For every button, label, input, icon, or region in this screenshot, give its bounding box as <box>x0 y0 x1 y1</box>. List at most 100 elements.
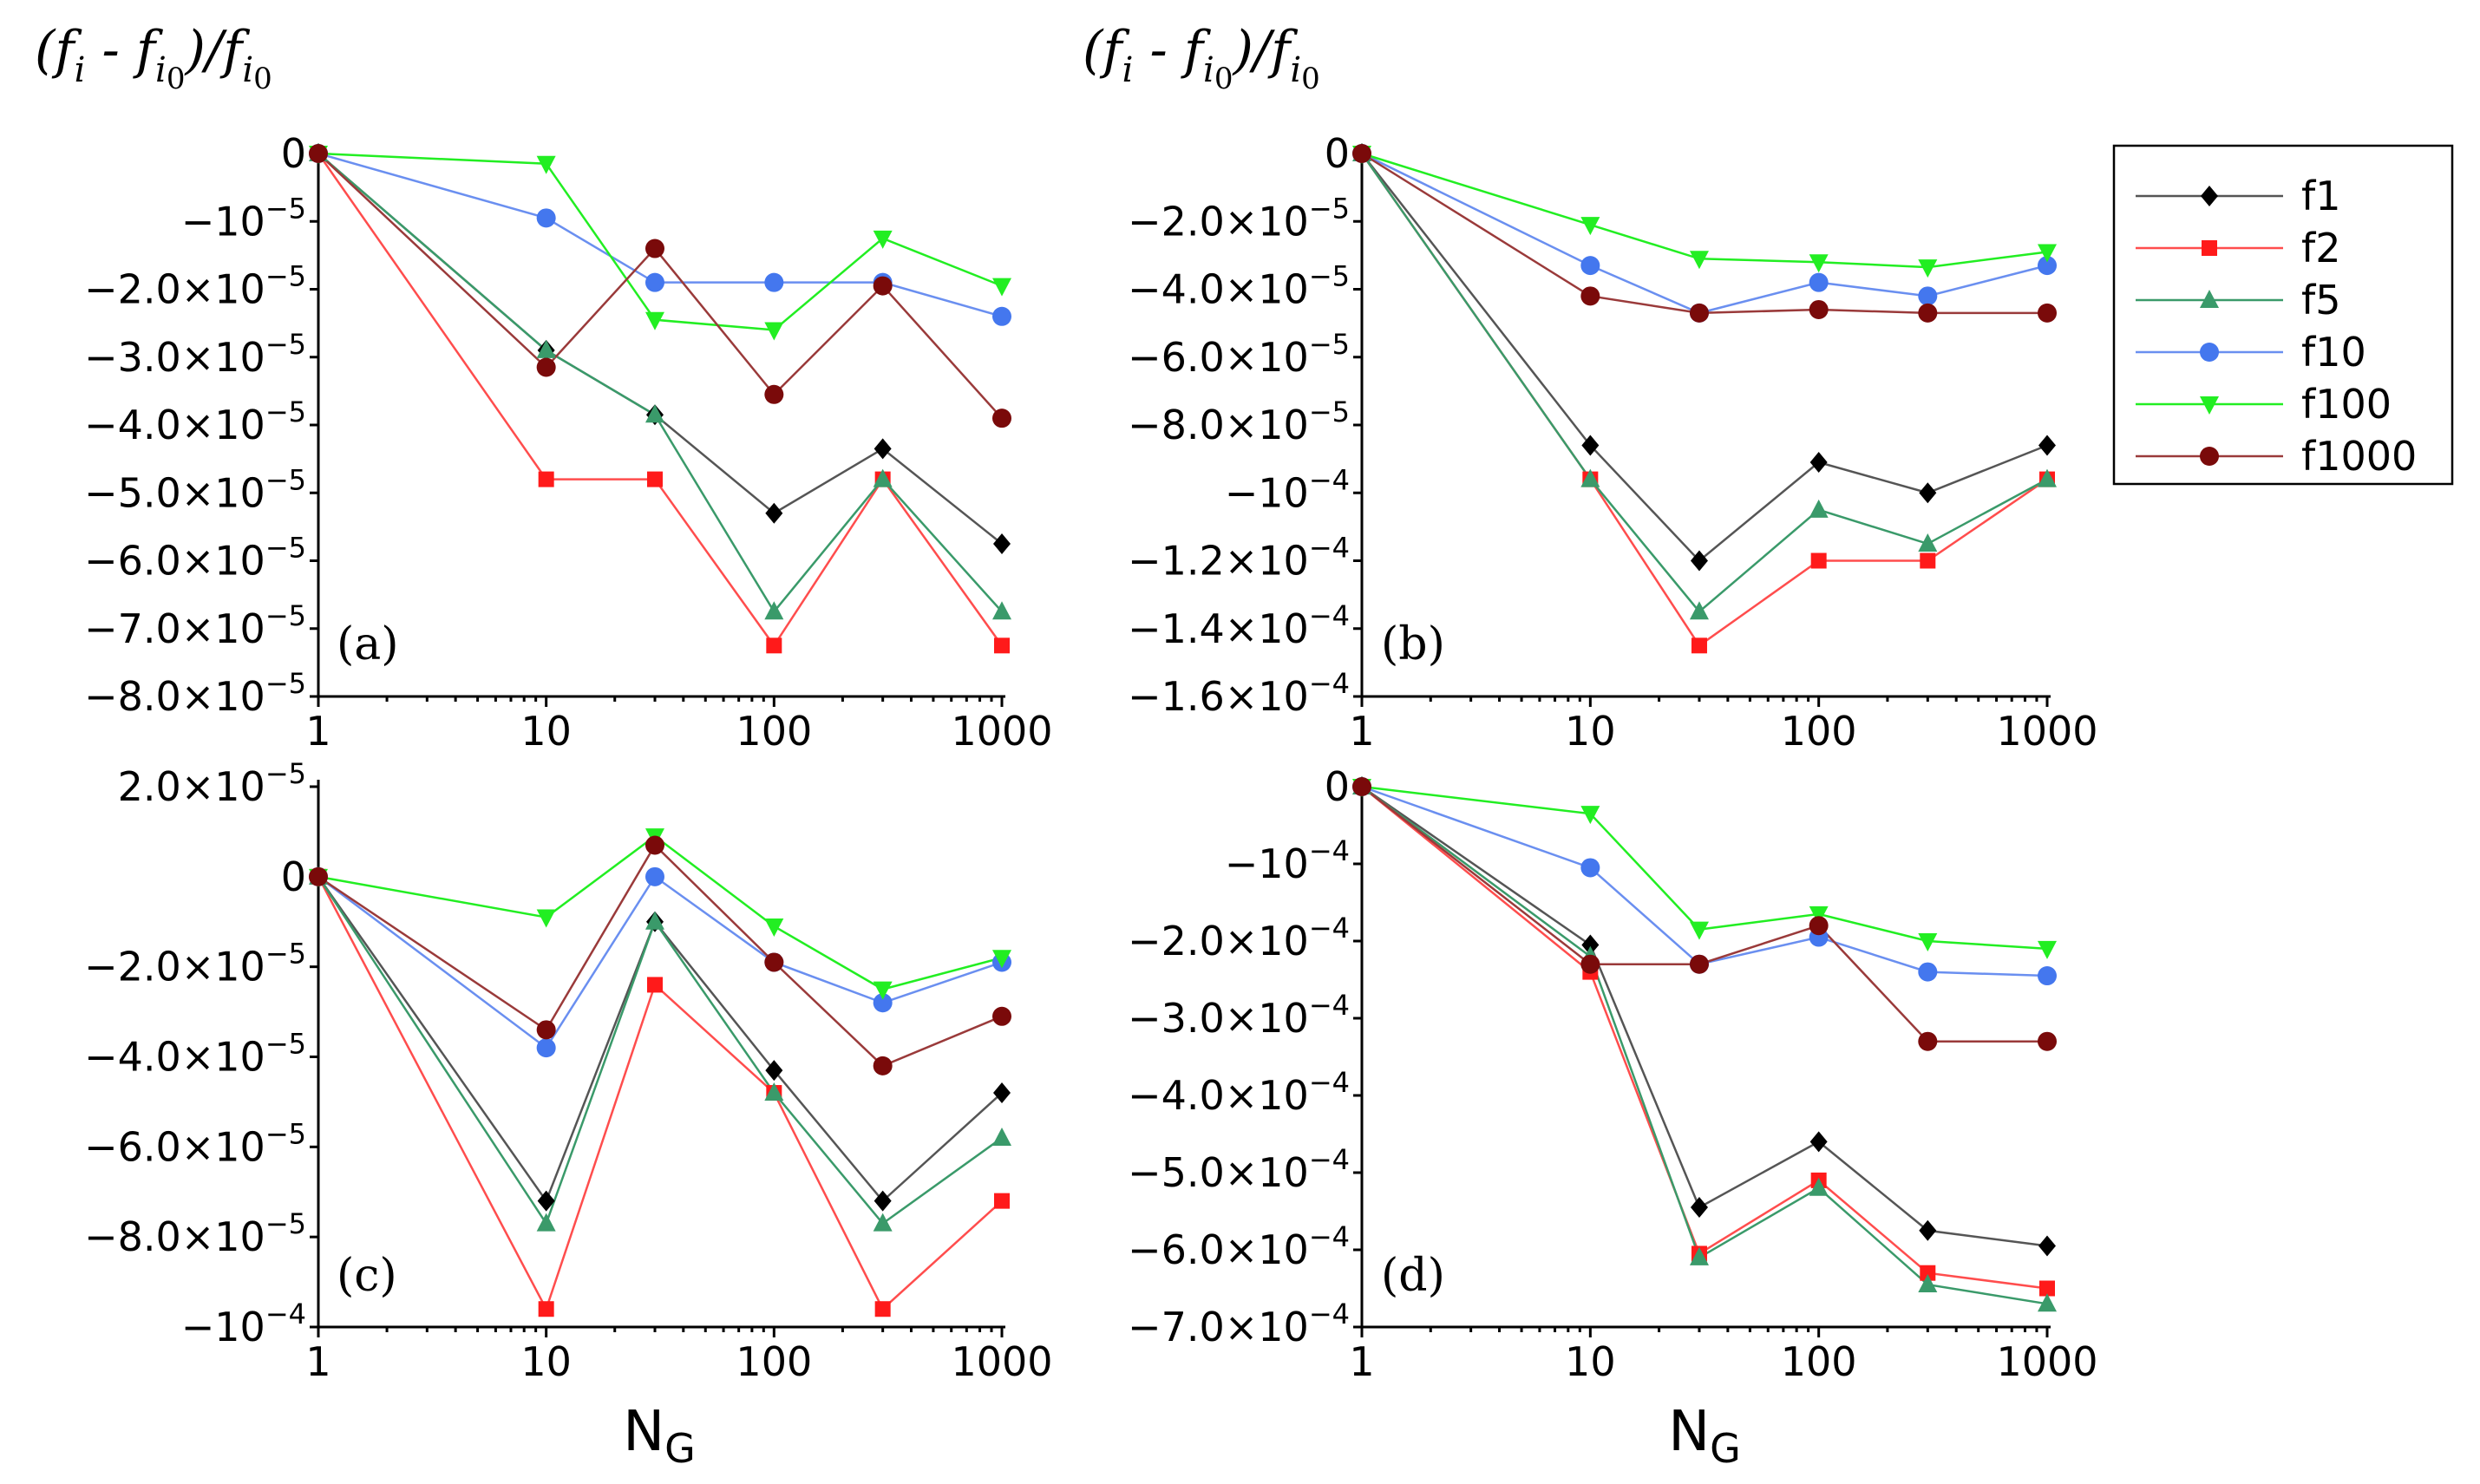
point-f1 <box>1690 550 1708 572</box>
point-f1000 <box>536 1020 556 1040</box>
point-f2 <box>646 471 663 487</box>
point-f1000 <box>309 866 328 886</box>
y-tick-label: −2.0×10−4 <box>1128 912 1350 964</box>
point-f1 <box>537 1190 555 1212</box>
legend-marker-f100 <box>2200 396 2219 415</box>
x-tick-label: 10 <box>1565 1338 1616 1385</box>
point-f1 <box>1809 452 1828 474</box>
series-line-f5 <box>1360 153 2048 613</box>
point-f1 <box>1919 1219 1937 1241</box>
point-f10 <box>2038 966 2057 986</box>
point-f2 <box>2039 1280 2055 1297</box>
series-line-f2 <box>1361 786 2048 1290</box>
point-f10 <box>992 306 1011 326</box>
point-f1000 <box>536 357 556 377</box>
series-line-f1000 <box>317 153 1003 420</box>
point-f5 <box>1689 1246 1709 1265</box>
series-line-f1000 <box>1361 152 2047 315</box>
y-tick-label: −8.0×10−5 <box>84 1207 306 1260</box>
series-line-f10 <box>317 152 1003 318</box>
point-f1 <box>765 502 783 524</box>
y-tick-label: 0 <box>281 130 306 177</box>
x-tick-label: 1 <box>1349 1338 1374 1385</box>
point-f10 <box>1809 272 1829 292</box>
point-f100 <box>2038 244 2057 263</box>
point-f10 <box>873 993 893 1013</box>
panel-a: 0 −10−5 −2.0×10−5 −3.0×10−5 −4.0×10−5 −5.0×10… <box>35 20 1053 755</box>
y-tick-label: −5.0×10−4 <box>1128 1143 1350 1196</box>
legend: f1 f2 f5 f10 f100 f1000 <box>2112 144 2454 486</box>
y-tick-label: −6.0×10−5 <box>84 532 306 585</box>
point-f100 <box>764 918 784 937</box>
series-line-f5 <box>317 153 1003 614</box>
series-line-f100 <box>317 152 1003 331</box>
x-tick-label: 1 <box>305 1338 330 1385</box>
series-line-f2 <box>317 876 1003 1312</box>
series-line-f2 <box>1360 153 2048 648</box>
point-f2 <box>538 471 554 487</box>
x-axis-label: NG <box>623 1400 696 1472</box>
y-tick-label: −7.0×10−4 <box>1128 1298 1350 1350</box>
panel-b: 0 −2.0×10−5 −4.0×10−5 −6.0×10−5 −8.0×10−5 −10… <box>1083 20 2098 755</box>
point-f2 <box>994 1193 1010 1209</box>
point-f100 <box>1689 921 1709 940</box>
x-tick-label: 1 <box>305 708 330 755</box>
legend-marker-f1000 <box>2200 447 2219 466</box>
x-tick-label: 1000 <box>951 1338 1052 1385</box>
y-tick-label: −8.0×10−5 <box>1128 396 1350 448</box>
y-axis-label: (fi - fi0)/fi0 <box>1083 20 1320 96</box>
point-f100 <box>645 311 664 330</box>
series-line-f100 <box>317 834 1003 990</box>
point-f1000 <box>309 144 328 163</box>
point-f10 <box>1580 256 1600 276</box>
point-f10 <box>1918 962 1938 982</box>
point-f100 <box>992 278 1011 297</box>
point-f1000 <box>992 1006 1011 1026</box>
point-f5 <box>764 1082 784 1102</box>
point-f5 <box>2038 468 2057 487</box>
x-tick-label: 1 <box>1349 708 1374 755</box>
point-f5 <box>645 911 664 930</box>
point-f100 <box>764 322 784 341</box>
y-tick-label: 2.0×10−5 <box>118 757 306 810</box>
point-f5 <box>873 1213 893 1232</box>
x-tick-label: 1000 <box>1996 708 2097 755</box>
legend-frame <box>2112 144 2454 486</box>
panel-d: 0 −10−4 −2.0×10−4 −3.0×10−4 −4.0×10−4 −5.0×10… <box>1128 763 2097 1472</box>
y-tick-label: −5.0×10−5 <box>84 463 306 516</box>
series-line-f100 <box>1361 152 2048 269</box>
point-f5 <box>645 404 664 423</box>
point-f1000 <box>1689 303 1709 323</box>
x-axis-label: NG <box>1668 1400 1741 1472</box>
y-tick-label: −2.0×10−5 <box>84 938 306 990</box>
legend-marker-f5 <box>2200 290 2219 308</box>
point-f5 <box>1809 1177 1829 1196</box>
point-f1 <box>874 1190 892 1212</box>
legend-marker-f1 <box>2201 186 2218 206</box>
legend-label-f1000: f1000 <box>2301 433 2417 480</box>
legend-marker-f2 <box>2202 240 2217 256</box>
x-tick-label: 10 <box>520 708 572 755</box>
point-f10 <box>1580 858 1600 878</box>
point-f2 <box>994 637 1010 654</box>
point-f10 <box>1918 286 1938 306</box>
series-line-f1000 <box>1361 786 2047 1043</box>
series-line-f10 <box>317 875 1003 1049</box>
x-tick-label: 10 <box>520 1338 572 1385</box>
point-f10 <box>645 866 664 886</box>
legend-marker-f10 <box>2200 343 2219 362</box>
panel-label: (d) <box>1381 1250 1445 1302</box>
point-f2 <box>538 1301 554 1317</box>
point-f5 <box>1580 468 1600 487</box>
point-f5 <box>764 601 784 620</box>
legend-label-f1: f1 <box>2301 173 2340 219</box>
point-f1000 <box>1580 286 1600 306</box>
point-f10 <box>536 1038 556 1058</box>
point-f1000 <box>645 239 664 258</box>
point-f100 <box>536 155 556 174</box>
y-tick-label: −2.0×10−5 <box>1128 192 1350 245</box>
point-f2 <box>646 977 663 993</box>
y-tick-label: −7.0×10−5 <box>84 599 306 652</box>
x-tick-label: 100 <box>736 1338 812 1385</box>
